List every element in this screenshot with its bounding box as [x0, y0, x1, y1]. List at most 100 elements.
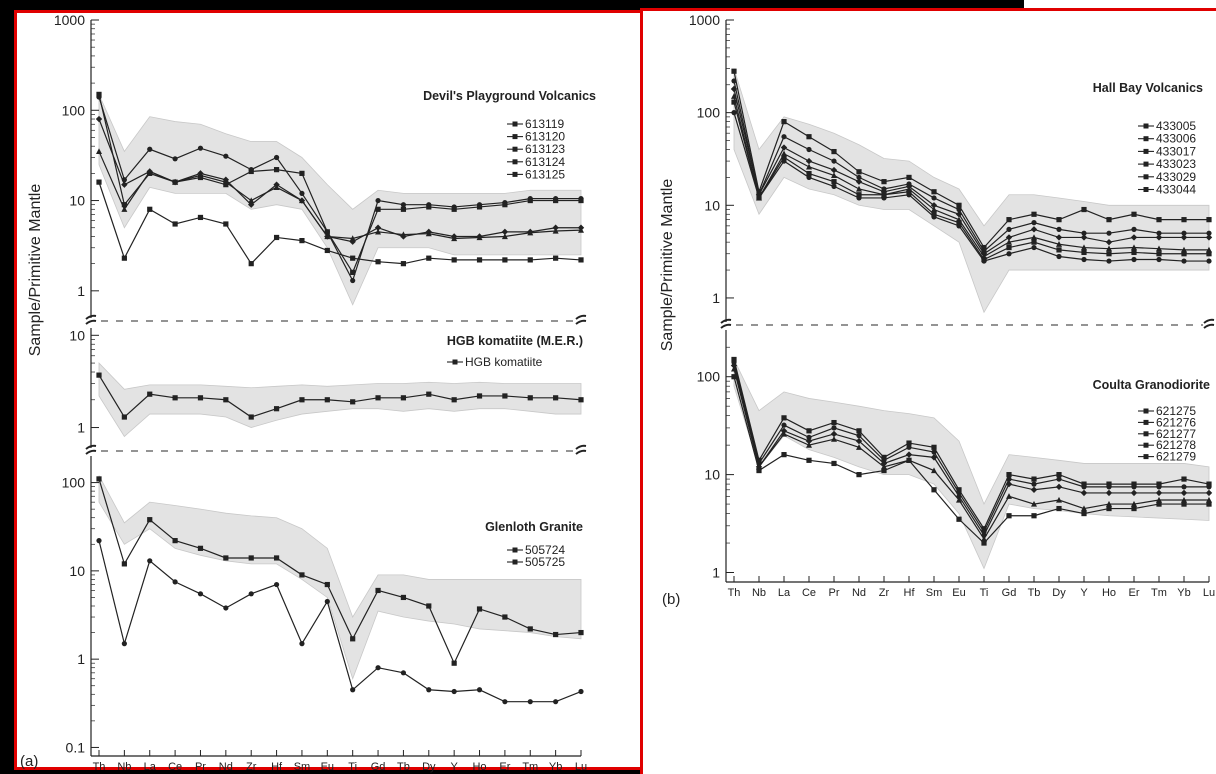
data-point: [425, 230, 432, 237]
data-point: [956, 487, 962, 493]
data-point: [831, 148, 837, 155]
data-point: [931, 206, 937, 213]
data-point: [197, 395, 204, 401]
x-tick-label: Pr: [829, 587, 840, 599]
data-point: [1130, 489, 1138, 497]
legend-label: 505725: [525, 555, 565, 569]
data-point: [375, 259, 381, 265]
x-tick-label: Tb: [1028, 587, 1041, 599]
data-point: [731, 99, 737, 105]
data-point: [1156, 245, 1162, 252]
data-point: [831, 419, 837, 426]
data-point: [1056, 241, 1062, 247]
data-point: [273, 406, 280, 412]
data-point: [324, 397, 330, 403]
data-point: [96, 94, 102, 100]
y-tick-label: 100: [697, 105, 721, 121]
data-point: [476, 606, 483, 612]
data-point: [172, 156, 178, 162]
data-point: [1156, 256, 1162, 263]
data-point: [781, 415, 787, 421]
data-point: [1181, 251, 1187, 257]
x-tick-label: Tm: [1151, 587, 1167, 599]
axis-break-mark-right: [575, 444, 587, 455]
legend-marker: [1143, 442, 1149, 448]
data-point: [806, 146, 812, 153]
data-point: [1006, 476, 1012, 482]
data-point: [298, 197, 305, 204]
data-point: [1106, 500, 1112, 507]
data-point: [1131, 256, 1137, 263]
data-point: [172, 178, 179, 185]
x-tick-label: Zr: [246, 761, 257, 773]
data-point: [1155, 234, 1163, 241]
data-point: [881, 192, 887, 198]
data-point: [806, 441, 812, 448]
y-tick-label: 1: [77, 651, 85, 667]
data-point: [1106, 481, 1112, 487]
x-tick-label: Nd: [219, 761, 233, 773]
data-point: [831, 172, 837, 179]
data-point: [730, 85, 738, 93]
y-tick-label: 10: [704, 197, 720, 213]
data-point: [578, 257, 584, 263]
data-point: [1006, 493, 1012, 499]
data-point: [906, 192, 912, 198]
series-613124: [96, 148, 584, 242]
data-point: [806, 434, 812, 440]
data-point: [1131, 484, 1137, 490]
data-point: [527, 395, 533, 401]
data-point: [273, 167, 280, 173]
data-point: [805, 437, 813, 445]
data-point: [731, 110, 737, 116]
data-point: [1206, 251, 1212, 257]
axis-break-mark-right: [575, 314, 587, 325]
data-point: [981, 535, 987, 542]
data-point: [731, 93, 737, 99]
legend-label: 613124: [525, 155, 565, 169]
data-point: [527, 196, 533, 202]
x-tick-label: Ce: [168, 761, 182, 773]
legend: HGB komatiite: [447, 355, 543, 369]
legend-label: 613120: [525, 130, 565, 144]
data-point: [527, 229, 534, 236]
data-point: [731, 78, 737, 84]
data-point: [731, 356, 737, 363]
data-point: [856, 169, 862, 175]
legend-label: HGB komatiite: [465, 355, 543, 369]
data-point: [955, 211, 963, 218]
data-point: [299, 397, 305, 403]
shaded-field: [98, 362, 582, 438]
data-point: [1206, 484, 1212, 490]
legend-label: 433005: [1156, 119, 1196, 133]
x-tick-label: Pr: [195, 761, 206, 773]
data-point: [578, 629, 584, 636]
series-line: [98, 181, 582, 265]
data-point: [781, 154, 787, 160]
y-tick-label: 100: [62, 102, 86, 118]
data-point: [146, 168, 153, 175]
series-line: [98, 151, 582, 240]
data-point: [350, 255, 356, 261]
data-point: [1156, 251, 1162, 257]
series-line: [733, 80, 1209, 253]
data-point: [350, 277, 356, 284]
data-point: [1031, 513, 1037, 519]
legend-marker: [1143, 454, 1149, 460]
data-point: [1206, 246, 1212, 253]
data-point: [502, 199, 508, 206]
data-point: [1106, 251, 1112, 257]
data-point: [96, 538, 102, 544]
y-tick-label: 0.1: [66, 739, 86, 755]
data-point: [1105, 489, 1113, 497]
data-point: [981, 540, 987, 546]
legend-label: 433044: [1156, 183, 1196, 197]
data-point: [1030, 226, 1038, 233]
data-point: [905, 451, 913, 458]
data-point: [324, 581, 330, 588]
data-point: [1181, 496, 1187, 503]
series-613125: [96, 179, 584, 267]
y-tick-label: 10: [704, 467, 720, 483]
data-point: [1156, 484, 1162, 490]
